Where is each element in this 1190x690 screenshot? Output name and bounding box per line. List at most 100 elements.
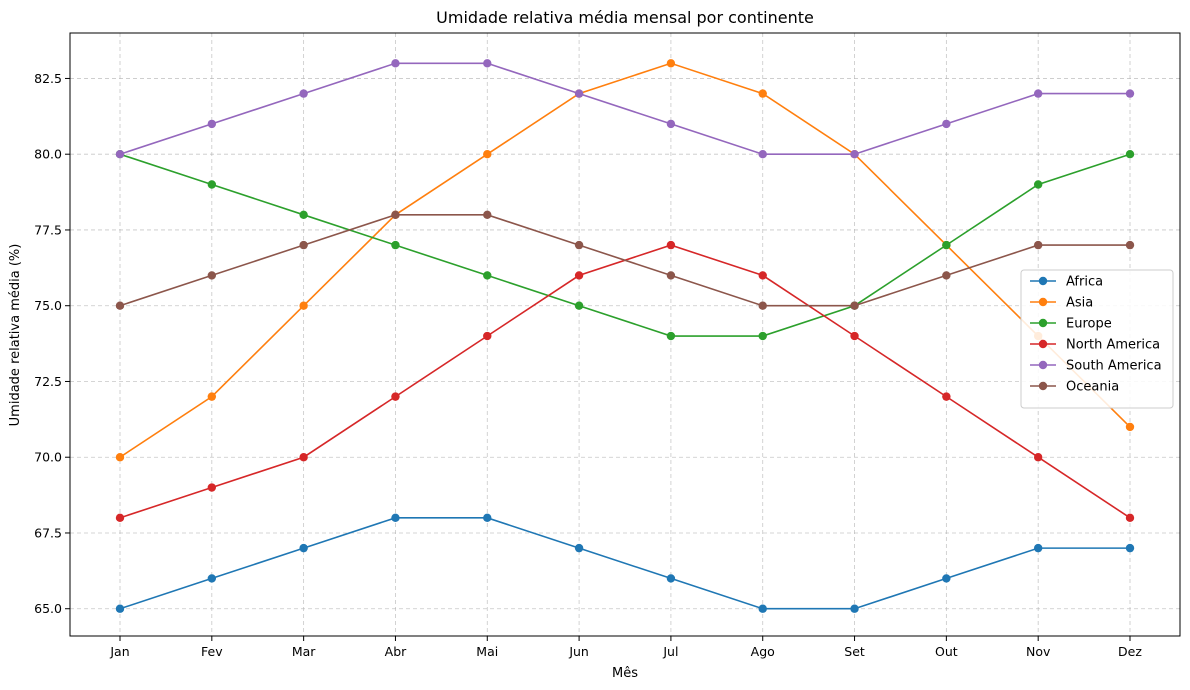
series-oceania: [115, 210, 1135, 310]
chart-title: Umidade relativa média mensal por contin…: [436, 8, 814, 27]
data-point-north-america: [207, 483, 217, 492]
y-tick-label: 77.5: [34, 222, 62, 237]
data-point-oceania: [115, 301, 125, 310]
data-point-south-america: [1125, 89, 1135, 98]
data-point-south-america: [574, 89, 584, 98]
data-point-north-america: [1125, 513, 1135, 523]
series-line-south-america: [119, 62, 1130, 156]
data-point-africa: [391, 513, 400, 523]
data-point-africa: [758, 604, 767, 613]
data-point-africa: [1125, 543, 1135, 553]
series-line-oceania: [119, 214, 1130, 307]
y-tick-label: 75.0: [34, 298, 62, 313]
data-point-asia: [115, 453, 125, 462]
y-axis-label: Umidade relativa média (%): [8, 244, 23, 427]
data-point-asia: [299, 301, 308, 310]
series-europe: [115, 150, 1135, 341]
data-point-south-america: [299, 89, 308, 98]
series-south-america: [115, 59, 1135, 159]
data-point-oceania: [942, 271, 951, 280]
legend-label: Africa: [1066, 275, 1103, 290]
data-point-europe: [1033, 180, 1043, 189]
data-point-oceania: [391, 210, 400, 220]
y-tick-label: 67.5: [34, 525, 62, 540]
data-point-asia: [758, 89, 767, 98]
legend-item-south-america: South America: [1030, 359, 1162, 374]
data-point-oceania: [207, 271, 217, 280]
data-point-south-america: [115, 150, 125, 159]
data-point-europe: [391, 240, 400, 250]
legend-label: Oceania: [1066, 380, 1119, 395]
x-tick-label: Out: [935, 644, 958, 659]
data-point-south-america: [942, 119, 951, 129]
series-layer: [115, 59, 1135, 613]
y-tick-label: 70.0: [34, 450, 62, 465]
data-point-north-america: [483, 331, 492, 341]
data-point-oceania: [299, 240, 308, 250]
grid: [70, 33, 1180, 636]
data-point-africa: [483, 513, 492, 523]
data-point-europe: [574, 301, 584, 310]
data-point-europe: [483, 271, 492, 280]
x-tick-label: Dez: [1118, 644, 1142, 659]
data-point-north-america: [299, 453, 308, 462]
x-tick-label: Set: [844, 644, 865, 659]
data-point-asia: [1125, 422, 1135, 432]
legend-label: South America: [1066, 359, 1162, 374]
data-point-europe: [207, 180, 217, 189]
data-point-south-america: [483, 59, 492, 68]
legend-marker: [1038, 297, 1048, 307]
data-point-europe: [299, 210, 308, 220]
y-tick-label: 72.5: [34, 374, 62, 389]
legend-item-europe: Europe: [1030, 317, 1112, 332]
data-point-south-america: [850, 150, 859, 159]
data-point-africa: [299, 543, 308, 553]
x-axis-label: Mês: [612, 666, 638, 681]
series-line-asia: [119, 62, 1131, 458]
data-point-europe: [758, 331, 767, 341]
data-point-north-america: [1033, 453, 1043, 462]
y-axis: 65.0 67.5 70.0 72.5 75.0 77.5 80.0 82.5: [34, 71, 70, 616]
data-point-oceania: [666, 271, 676, 280]
data-point-oceania: [850, 301, 859, 310]
data-point-north-america: [391, 392, 400, 401]
data-point-africa: [1033, 543, 1043, 553]
series-africa: [115, 513, 1135, 613]
data-point-asia: [483, 150, 492, 159]
data-point-south-america: [1033, 89, 1043, 98]
data-point-europe: [942, 240, 951, 250]
data-point-south-america: [666, 119, 676, 129]
data-point-asia: [207, 392, 217, 401]
x-tick-label: Mai: [476, 644, 498, 659]
legend-label: Asia: [1066, 296, 1093, 311]
data-point-africa: [115, 604, 125, 613]
data-point-north-america: [758, 271, 767, 280]
data-point-north-america: [666, 240, 676, 250]
series-line-europe: [119, 153, 1131, 337]
y-tick-label: 82.5: [34, 71, 62, 86]
legend: Africa Asia Europe North America South Ameri…: [1020, 269, 1174, 409]
y-tick-label: 65.0: [34, 601, 62, 616]
data-point-africa: [666, 574, 676, 583]
data-point-north-america: [942, 392, 951, 401]
data-point-africa: [850, 604, 859, 613]
data-point-oceania: [1125, 240, 1135, 250]
data-point-africa: [942, 574, 951, 583]
data-point-asia: [666, 59, 676, 68]
x-tick-label: Jan: [109, 644, 129, 659]
legend-label: North America: [1066, 338, 1160, 353]
data-point-oceania: [574, 240, 584, 250]
legend-marker: [1038, 276, 1048, 286]
data-point-africa: [574, 543, 584, 553]
legend-marker: [1038, 360, 1048, 370]
data-point-north-america: [574, 271, 584, 280]
legend-item-africa: Africa: [1030, 275, 1103, 290]
legend-item-north-america: North America: [1030, 338, 1160, 353]
x-tick-label: Jul: [662, 644, 678, 659]
legend-label: Europe: [1066, 317, 1112, 332]
data-point-north-america: [115, 513, 125, 523]
plot-frame: [69, 32, 1181, 637]
x-tick-label: Jun: [568, 644, 589, 659]
legend-item-oceania: Oceania: [1030, 380, 1119, 395]
